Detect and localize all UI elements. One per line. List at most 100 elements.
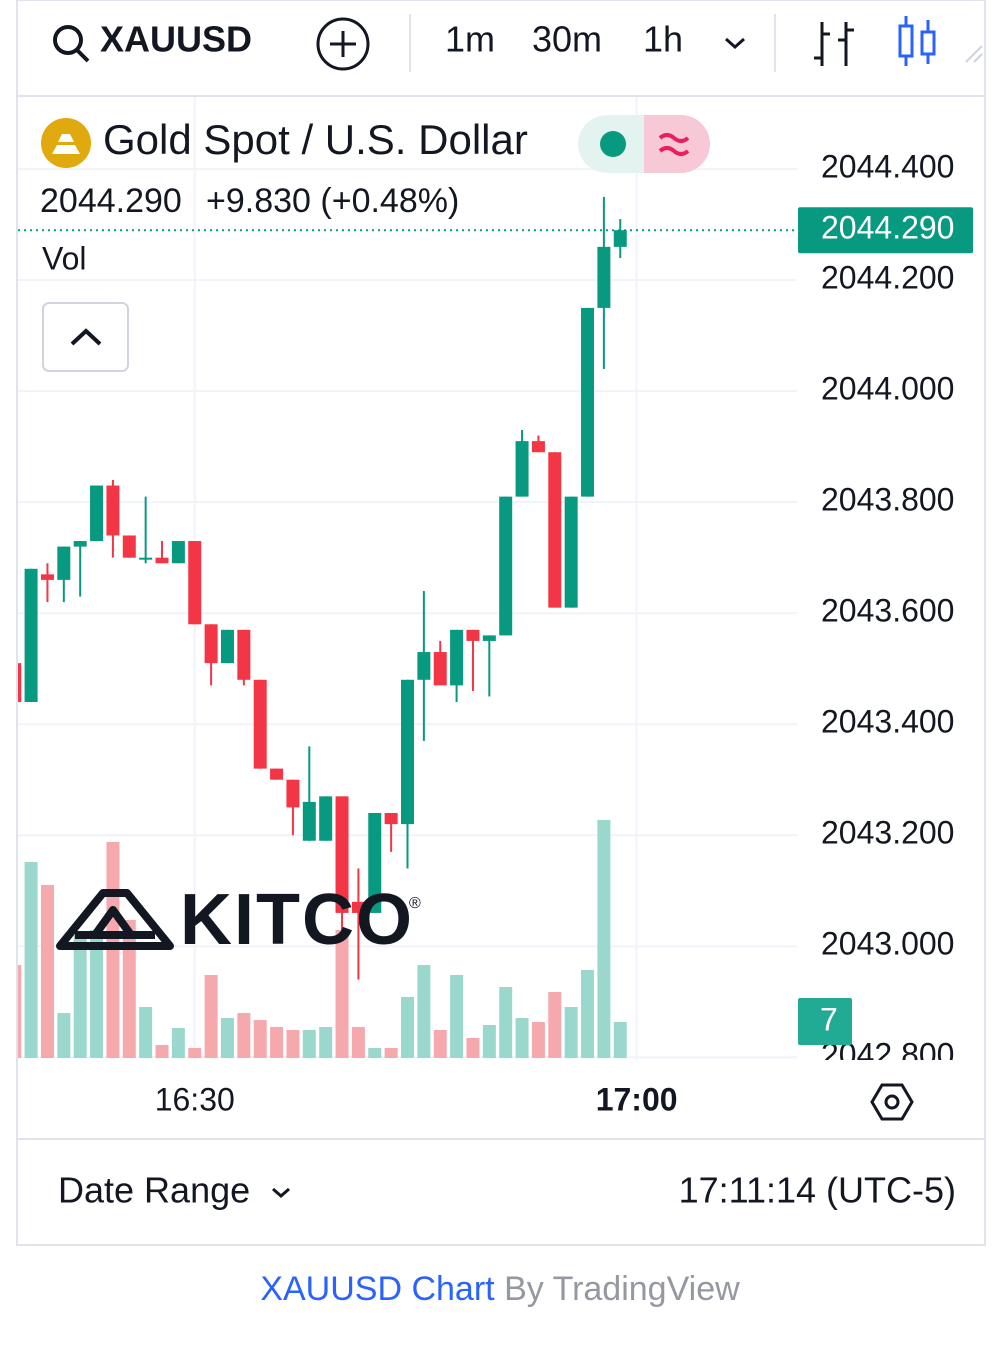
bars-style-button[interactable] — [814, 22, 854, 66]
symbol: XAUUSD — [100, 19, 252, 60]
interval[interactable]: 1h — [643, 19, 683, 60]
watermark-text: KITCO — [180, 880, 414, 960]
candle-body — [171, 541, 185, 564]
volume-bar — [351, 1027, 365, 1058]
candle-body — [499, 496, 513, 636]
search-icon — [75, 48, 90, 63]
y-tick-label: 2043.600 — [821, 593, 954, 629]
volume-bar — [482, 1025, 496, 1058]
volume-bar — [237, 1013, 251, 1058]
collapse-button[interactable] — [42, 302, 129, 372]
y-tick-label: 2043.200 — [821, 815, 954, 851]
candle-body — [351, 901, 365, 913]
watermark-mark: ® — [409, 895, 421, 912]
candle-body — [73, 541, 87, 547]
volume-bar — [450, 975, 464, 1058]
volume-bar — [40, 885, 54, 1058]
volume-legend: Vol — [42, 240, 86, 276]
resize-handle — [965, 45, 983, 63]
volume-bar — [139, 1007, 153, 1058]
candle-body — [482, 635, 496, 641]
interval-menu[interactable] — [725, 37, 745, 50]
settings-button[interactable] — [870, 1083, 914, 1121]
candle-body — [368, 813, 382, 913]
volume-bar — [270, 1027, 284, 1058]
y-tick-label: 2044.400 — [821, 149, 954, 185]
candle-body — [155, 557, 169, 564]
footer: XAUUSD Chart By TradingView — [260, 1270, 740, 1308]
watermark: KITCO ® — [56, 880, 421, 960]
search-icon — [53, 25, 83, 55]
candle-body — [531, 441, 545, 453]
candle-body — [564, 496, 578, 608]
volume-bar — [302, 1030, 316, 1058]
y-tick-label: 2043.400 — [821, 704, 954, 740]
plus-icon — [330, 31, 356, 57]
volume-bar — [286, 1030, 300, 1058]
volume-bar — [18, 965, 22, 1058]
compare-button[interactable] — [316, 17, 370, 71]
footer-link[interactable]: XAUUSD Chart — [260, 1270, 495, 1308]
volume-bar — [613, 1022, 627, 1058]
volume-bar — [564, 1007, 578, 1058]
date-range[interactable]: Date Range — [58, 1170, 250, 1211]
volume-bar — [171, 1028, 185, 1058]
volume-bar — [90, 930, 104, 1058]
plus-icon — [316, 17, 370, 71]
candle-body — [24, 568, 38, 702]
volume-bar — [368, 1048, 382, 1058]
candle-body — [18, 663, 22, 702]
interval[interactable]: 30m — [532, 19, 602, 60]
volume-bar — [24, 862, 38, 1058]
legend-toggle[interactable] — [578, 115, 710, 173]
candle-body — [220, 629, 234, 664]
candle-body — [204, 624, 218, 664]
candle-body — [57, 546, 71, 580]
y-tick-label: 2044.200 — [821, 260, 954, 296]
search-button[interactable]: XAUUSD — [53, 19, 252, 63]
candle-body — [384, 813, 398, 825]
plot — [18, 196, 797, 1058]
candle-body — [335, 796, 349, 913]
volume-bar — [73, 935, 87, 1058]
countdown-tag — [798, 998, 852, 1045]
candle-body — [188, 541, 202, 625]
last-price-tag — [798, 207, 973, 254]
volume-bar — [122, 920, 136, 1058]
candle-body — [466, 629, 480, 641]
volume-bar — [188, 1048, 202, 1058]
volume-bar — [319, 1027, 333, 1058]
last-price-label: 2044.290 — [821, 210, 954, 246]
candle-body — [433, 652, 447, 686]
volume-bar — [597, 820, 611, 1058]
volume-bar — [433, 1030, 447, 1058]
x-tick-label: 17:00 — [596, 1081, 678, 1117]
volume-bar — [548, 992, 562, 1058]
candle-body — [319, 796, 333, 841]
volume-bar — [515, 1018, 529, 1058]
volume-bar — [253, 1020, 267, 1058]
candle-body — [597, 246, 611, 308]
footer-credit: By TradingView — [504, 1270, 740, 1308]
volume-bar — [155, 1045, 169, 1058]
candle-body — [302, 801, 316, 841]
volume-bar — [384, 1048, 398, 1058]
candle-body — [90, 485, 104, 542]
volume-bar — [499, 987, 513, 1058]
candle-body — [122, 535, 136, 558]
y-tick-label: 2042.800 — [821, 1037, 954, 1073]
candle-body — [515, 441, 529, 497]
volume-bar — [581, 970, 595, 1058]
y-tick-label: 2044.000 — [821, 371, 954, 407]
candle-body — [450, 629, 464, 686]
symbol-logo — [41, 118, 91, 168]
candles-style-button[interactable] — [898, 16, 936, 66]
candle-body — [139, 557, 153, 560]
legend-title: Gold Spot / U.S. Dollar — [103, 116, 528, 163]
date-range-chevron[interactable] — [272, 1187, 290, 1198]
interval[interactable]: 1m — [445, 19, 495, 60]
volume-bar — [204, 975, 218, 1058]
volume-bar — [401, 997, 414, 1058]
candle-body — [613, 230, 627, 247]
candle-body — [286, 779, 300, 808]
